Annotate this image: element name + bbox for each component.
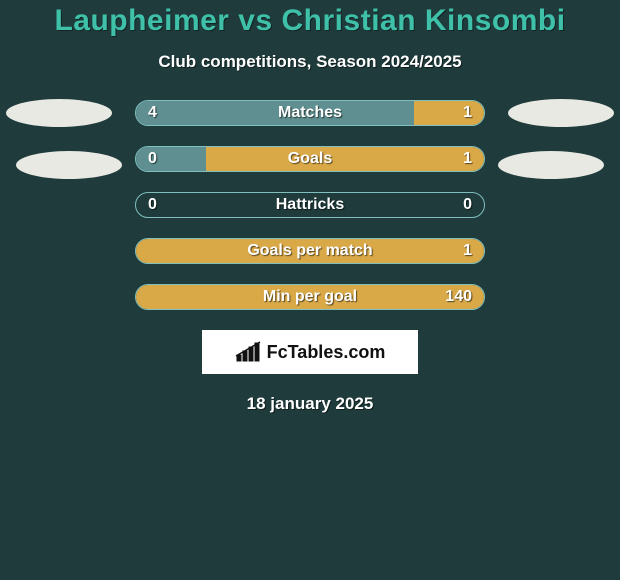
player-ellipse-left <box>16 151 122 179</box>
stat-value-right: 1 <box>463 242 472 260</box>
bar-chart-icon <box>235 341 261 363</box>
stat-row: Goals per match1 <box>0 238 620 264</box>
stat-bar-left <box>136 147 206 171</box>
stat-rows-container: Matches41Goals01Hattricks00Goals per mat… <box>0 100 620 310</box>
date-text: 18 january 2025 <box>0 394 620 414</box>
stat-row: Min per goal140 <box>0 284 620 310</box>
stat-row: Hattricks0 0 <box>0 192 620 218</box>
logo-box: FcTables.com <box>202 330 418 374</box>
stat-bar-right <box>136 239 484 263</box>
stat-bar-left <box>136 101 414 125</box>
stat-value-left: 4 <box>148 104 157 122</box>
stat-value-right: 140 <box>445 288 472 306</box>
stat-bar-right <box>136 285 484 309</box>
stat-bar-right <box>206 147 484 171</box>
stat-value-left: 0 <box>148 150 157 168</box>
stat-bar-track: Min per goal <box>135 284 485 310</box>
stat-bar-track: Goals <box>135 146 485 172</box>
stat-bar-track: Matches <box>135 100 485 126</box>
player-ellipse-right <box>508 99 614 127</box>
stat-value-right: 1 <box>463 150 472 168</box>
subtitle: Club competitions, Season 2024/2025 <box>0 52 620 72</box>
stat-row: Goals0 1 <box>0 146 620 172</box>
stat-bar-track: Goals per match <box>135 238 485 264</box>
stat-value-right: 1 <box>463 104 472 122</box>
stat-bar-right <box>414 101 484 125</box>
logo-text: FcTables.com <box>267 342 386 363</box>
stat-label: Hattricks <box>136 196 484 214</box>
player-ellipse-right <box>498 151 604 179</box>
stat-value-left: 0 <box>148 196 157 214</box>
stat-row: Matches4 1 <box>0 100 620 126</box>
page-title: Laupheimer vs Christian Kinsombi <box>0 4 620 38</box>
stat-bar-track: Hattricks <box>135 192 485 218</box>
comparison-infographic: Laupheimer vs Christian Kinsombi Club co… <box>0 0 620 580</box>
stat-value-right: 0 <box>463 196 472 214</box>
player-ellipse-left <box>6 99 112 127</box>
